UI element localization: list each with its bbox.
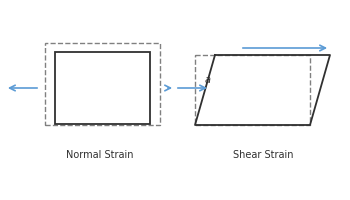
Text: Normal Strain: Normal Strain bbox=[66, 150, 134, 160]
Bar bbox=[45, 43, 160, 125]
Text: a: a bbox=[205, 75, 211, 85]
Text: Shear Strain: Shear Strain bbox=[233, 150, 293, 160]
Bar bbox=[55, 52, 150, 124]
